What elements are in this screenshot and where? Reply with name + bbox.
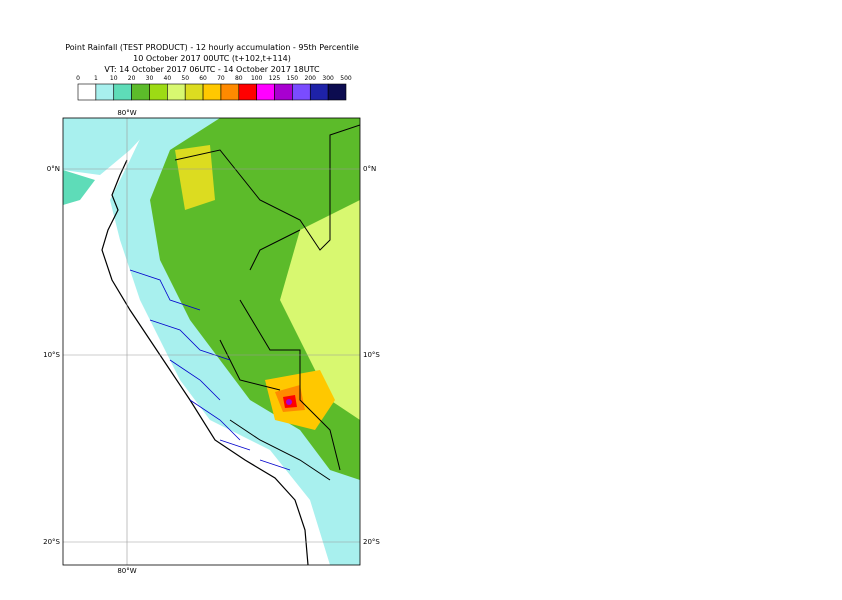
- title: Point Rainfall (TEST PRODUCT) - 12 hourl…: [65, 43, 359, 52]
- subtitle: VT: 14 October 2017 06UTC - 14 October 2…: [104, 65, 320, 74]
- map-frame: [62, 117, 361, 566]
- rain-field: [175, 145, 215, 210]
- rain-field: [63, 118, 160, 175]
- legend-label: 60: [199, 75, 207, 82]
- legend-swatch: [274, 83, 293, 101]
- legend-swatch: [77, 83, 97, 101]
- lon-label: 80°W: [117, 109, 136, 117]
- legend-swatch: [327, 83, 347, 101]
- legend-label: 10: [110, 75, 118, 82]
- legend-label: 50: [181, 75, 189, 82]
- legend-label: 70: [217, 75, 225, 82]
- border: [174, 124, 360, 481]
- legend-label: 0: [76, 75, 80, 82]
- lat-label: 0°N: [363, 165, 376, 173]
- region-border: [129, 269, 291, 471]
- coastline: [101, 159, 309, 565]
- legend-label: 20: [128, 75, 136, 82]
- rain-field: [286, 399, 292, 405]
- legend-swatch: [184, 83, 204, 101]
- lat-label: 10°S: [363, 351, 380, 359]
- rain-field: [63, 170, 95, 205]
- legend-swatch: [95, 83, 115, 101]
- legend-swatch: [113, 83, 132, 101]
- legend-label: 300: [322, 75, 334, 82]
- legend-label: 100: [251, 75, 263, 82]
- legend-swatch: [238, 83, 257, 101]
- legend-label: 30: [146, 75, 154, 82]
- legend-swatch: [202, 83, 222, 101]
- legend: 0 1 10 20 30 40 50 60 70 80 100 125 150 200 300 500: [76, 75, 352, 101]
- legend-swatch: [167, 83, 186, 101]
- map: [63, 118, 360, 565]
- legend-label: 80: [235, 75, 243, 82]
- lat-label: 0°N: [47, 165, 60, 173]
- legend-label: 150: [287, 75, 299, 82]
- subtitle: 10 October 2017 00UTC (t+102,t+114): [133, 54, 291, 63]
- legend-swatch: [149, 83, 168, 101]
- legend-label: 125: [269, 75, 281, 82]
- lat-label: 20°S: [363, 538, 380, 546]
- legend-label: 200: [305, 75, 317, 82]
- lon-label: 80°W: [117, 567, 136, 575]
- legend-swatch: [256, 83, 275, 101]
- legend-label: 500: [340, 75, 352, 82]
- legend-swatch: [292, 83, 311, 101]
- rain-field: [280, 200, 360, 420]
- lat-label: 20°S: [43, 538, 60, 546]
- legend-swatch: [220, 83, 240, 101]
- lat-label: 10°S: [43, 351, 60, 359]
- legend-swatch: [309, 83, 329, 101]
- legend-label: 1: [94, 75, 98, 82]
- legend-label: 40: [164, 75, 172, 82]
- legend-swatch: [131, 83, 150, 101]
